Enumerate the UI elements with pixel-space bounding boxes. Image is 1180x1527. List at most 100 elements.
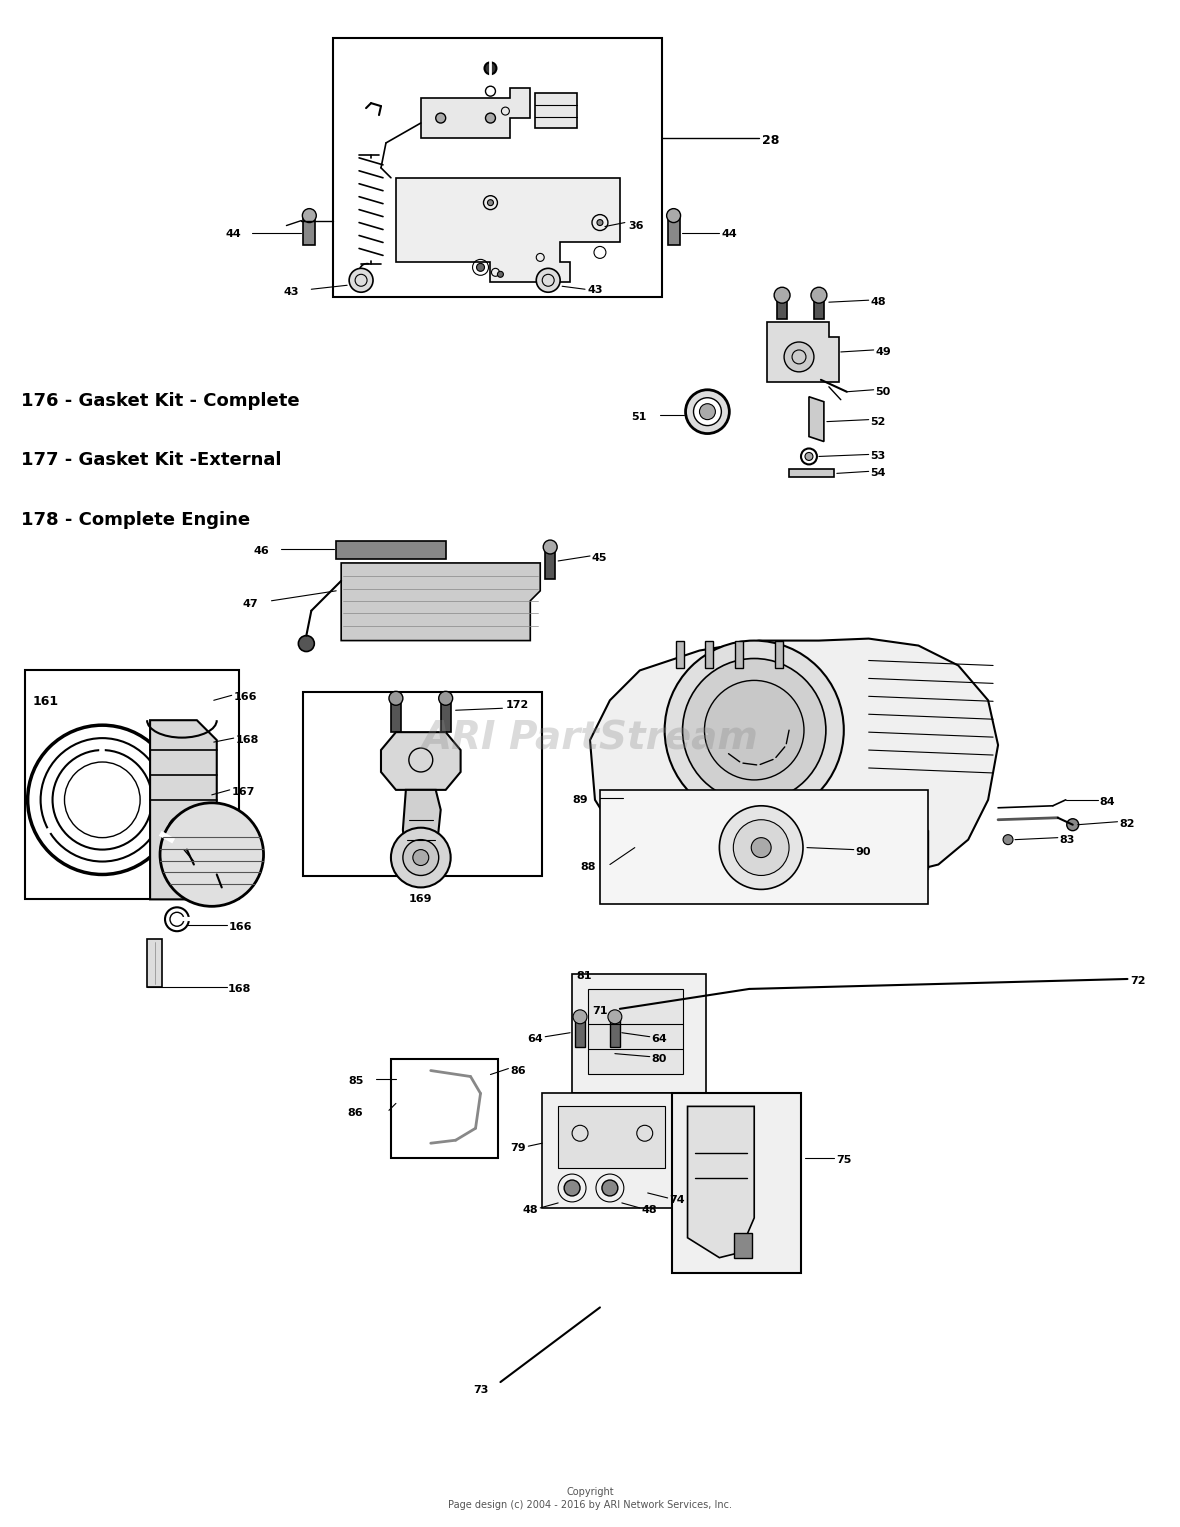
Text: 54: 54	[871, 469, 886, 478]
Text: 80: 80	[651, 1054, 667, 1064]
Text: 168: 168	[236, 734, 260, 745]
Circle shape	[160, 803, 263, 907]
Text: 81: 81	[576, 971, 591, 980]
Text: 36: 36	[628, 220, 643, 231]
Bar	[333, 38, 662, 298]
Text: 49: 49	[876, 347, 891, 357]
Text: 168: 168	[228, 983, 251, 994]
Bar	[778, 298, 787, 319]
Text: 161: 161	[33, 695, 59, 709]
Bar	[599, 789, 929, 904]
Bar	[148, 939, 162, 986]
Circle shape	[597, 220, 603, 226]
Text: 176 - Gasket Kit - Complete: 176 - Gasket Kit - Complete	[21, 392, 300, 409]
Polygon shape	[590, 638, 998, 880]
Text: 64: 64	[651, 1034, 668, 1044]
Circle shape	[704, 681, 804, 780]
Circle shape	[302, 209, 316, 223]
Bar	[814, 298, 824, 319]
Text: 47: 47	[243, 599, 258, 609]
Circle shape	[439, 692, 453, 705]
Text: 43: 43	[284, 287, 300, 298]
Circle shape	[694, 397, 721, 426]
Text: 79: 79	[511, 1144, 526, 1153]
Circle shape	[391, 828, 451, 887]
Text: 50: 50	[876, 386, 891, 397]
Bar	[545, 550, 555, 579]
Polygon shape	[402, 789, 440, 861]
Polygon shape	[396, 177, 620, 282]
Circle shape	[564, 1180, 581, 1196]
Text: 48: 48	[871, 298, 886, 307]
Bar	[303, 692, 543, 876]
Text: 84: 84	[1100, 797, 1115, 806]
Text: 48: 48	[523, 1205, 538, 1215]
Text: 28: 28	[762, 134, 780, 147]
Circle shape	[536, 269, 560, 292]
Bar	[543, 1093, 682, 1208]
Text: 45: 45	[592, 553, 608, 563]
Text: Page design (c) 2004 - 2016 by ARI Network Services, Inc.: Page design (c) 2004 - 2016 by ARI Netwo…	[448, 1500, 732, 1510]
Text: Copyright: Copyright	[566, 1487, 614, 1496]
Circle shape	[168, 815, 196, 843]
Bar	[668, 217, 680, 246]
Circle shape	[413, 849, 428, 866]
Bar	[588, 989, 682, 1073]
Text: 74: 74	[669, 1196, 686, 1205]
Bar	[572, 974, 707, 1093]
Polygon shape	[558, 1107, 664, 1168]
Circle shape	[299, 635, 314, 652]
Circle shape	[1003, 835, 1012, 844]
Circle shape	[543, 541, 557, 554]
Circle shape	[700, 403, 715, 420]
Text: 86: 86	[511, 1066, 526, 1075]
Bar	[610, 1019, 620, 1046]
Circle shape	[435, 113, 446, 124]
Circle shape	[602, 1180, 618, 1196]
Text: 46: 46	[254, 547, 269, 556]
Text: 83: 83	[1060, 835, 1075, 844]
Bar	[440, 701, 451, 731]
Text: 166: 166	[234, 692, 257, 702]
Text: 64: 64	[527, 1034, 543, 1044]
Bar	[336, 541, 446, 559]
Bar	[303, 217, 315, 246]
Circle shape	[720, 806, 804, 889]
Polygon shape	[789, 469, 834, 478]
Text: 43: 43	[586, 286, 603, 295]
Text: 177 - Gasket Kit -External: 177 - Gasket Kit -External	[21, 452, 281, 469]
Polygon shape	[809, 397, 824, 441]
Bar	[575, 1019, 585, 1046]
Circle shape	[752, 838, 772, 858]
Circle shape	[811, 287, 827, 304]
Text: 166: 166	[229, 922, 253, 933]
Bar	[734, 1232, 752, 1258]
Circle shape	[349, 269, 373, 292]
Bar	[676, 641, 683, 669]
Circle shape	[477, 263, 485, 272]
Circle shape	[487, 200, 493, 206]
Circle shape	[573, 1009, 586, 1023]
Circle shape	[682, 658, 826, 802]
Text: 52: 52	[871, 417, 886, 426]
Text: 178 - Complete Engine: 178 - Complete Engine	[21, 512, 250, 530]
Text: 73: 73	[473, 1385, 489, 1396]
Circle shape	[805, 452, 813, 461]
Text: 75: 75	[835, 1154, 851, 1165]
Text: 44: 44	[225, 229, 242, 238]
Text: 88: 88	[581, 861, 596, 872]
Bar	[599, 829, 929, 869]
Text: 82: 82	[1120, 818, 1135, 829]
Text: 172: 172	[505, 701, 529, 710]
Text: 48: 48	[642, 1205, 657, 1215]
Text: 169: 169	[409, 895, 433, 904]
Text: 72: 72	[1130, 976, 1146, 986]
Polygon shape	[150, 721, 217, 899]
Circle shape	[664, 641, 844, 820]
Text: 71: 71	[592, 1006, 608, 1015]
Bar	[735, 641, 743, 669]
Circle shape	[485, 113, 496, 124]
Text: 90: 90	[856, 846, 871, 857]
Polygon shape	[341, 563, 540, 641]
Polygon shape	[688, 1107, 754, 1258]
